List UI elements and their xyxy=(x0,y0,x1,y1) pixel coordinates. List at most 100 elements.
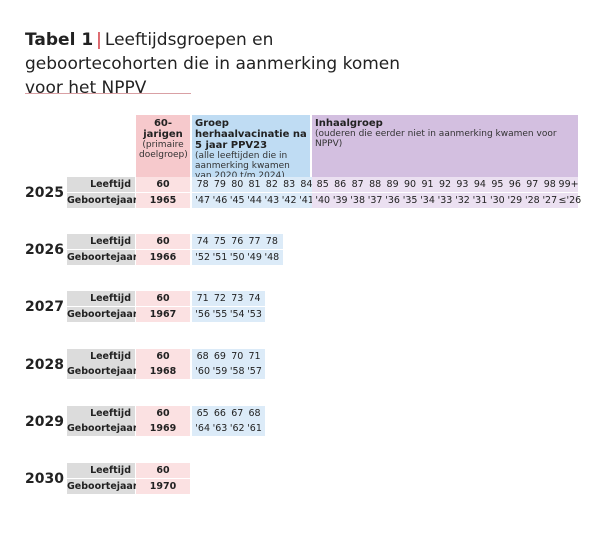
separator: | xyxy=(96,30,102,50)
year-label: 2030 xyxy=(25,471,64,487)
primary-value: 60 xyxy=(136,405,190,421)
catch_up-value: '27 xyxy=(542,194,558,206)
catch_up-value: '31 xyxy=(472,194,488,206)
revaccination-value: 75 xyxy=(213,236,226,248)
revaccination-value: '58 xyxy=(229,366,245,378)
catch_up-value: '40 xyxy=(315,194,331,206)
revaccination-value: '62 xyxy=(229,423,245,435)
revaccination-value: '50 xyxy=(229,251,245,263)
revaccination-value: 66 xyxy=(213,407,226,419)
primary-value: 1968 xyxy=(136,364,190,380)
revaccination-value: 65 xyxy=(196,407,209,419)
revaccination-value: 77 xyxy=(248,236,261,248)
column-subtitle: (primaire doelgroep) xyxy=(139,140,188,160)
revaccination-value: '53 xyxy=(247,308,262,320)
column-header: Groep herhaalvacinatie na 5 jaar PPV23 (a… xyxy=(192,115,310,181)
column-title: Inhaalgroep xyxy=(315,118,383,129)
catch_up-value: '30 xyxy=(490,194,505,206)
row-label: Geboortejaar xyxy=(67,364,138,380)
title: Tabel 1 | Leeftijdsgroepen en geboortecoho… xyxy=(25,28,425,100)
primary-value: 1970 xyxy=(136,478,190,494)
catch_up-value: 99+ xyxy=(558,179,579,190)
revaccination-value: 82 xyxy=(265,179,278,190)
revaccination-value: '61 xyxy=(247,423,262,435)
revaccination-value: 68 xyxy=(196,350,209,362)
revaccination-value: '57 xyxy=(247,366,262,378)
revaccination-value: 74 xyxy=(248,293,261,305)
revaccination-value: '55 xyxy=(212,308,228,320)
revaccination-value: 71 xyxy=(196,293,209,305)
revaccination-value: '64 xyxy=(195,423,210,435)
primary-value: 1967 xyxy=(136,306,190,322)
catch_up-value: 93 xyxy=(456,179,469,190)
primary-value: 60 xyxy=(136,234,190,250)
revaccination-value: 78 xyxy=(265,236,278,248)
catch_up-value: '39 xyxy=(332,194,348,206)
revaccination-value: 70 xyxy=(231,350,244,362)
revaccination-value: 74 xyxy=(196,236,209,248)
row-label: Geboortejaar xyxy=(67,192,138,208)
revaccination-row: '56'55'54'53 xyxy=(192,306,266,322)
primary-value: 1965 xyxy=(136,192,190,208)
column-subtitle: (alle leeftijden die in aanmerking kwame… xyxy=(195,151,290,181)
revaccination-row: '64'63'62'61 xyxy=(192,421,266,437)
revaccination-value: '44 xyxy=(247,194,262,206)
year-label: 2026 xyxy=(25,242,64,259)
revaccination-value: 81 xyxy=(248,179,261,190)
revaccination-value: '52 xyxy=(195,251,210,263)
column-title: 60-jarigen xyxy=(143,118,183,140)
catch_up-value: '37 xyxy=(367,194,383,206)
revaccination-value: 73 xyxy=(231,293,244,305)
revaccination-value: '51 xyxy=(212,251,228,263)
revaccination-value: '56 xyxy=(195,308,210,320)
revaccination-value: '42 xyxy=(281,194,297,206)
revaccination-value: '59 xyxy=(212,366,228,378)
column-subtitle: (ouderen die eerder niet in aanmerking k… xyxy=(315,129,557,149)
catch_up-row: 85 86 87 88 89 90 91 92 93 94 95 96 97 98 99+ xyxy=(312,177,579,192)
catch_up-value: 96 xyxy=(508,179,521,190)
revaccination-value: '45 xyxy=(229,194,245,206)
catch_up-value: 94 xyxy=(473,179,486,190)
year-label: 2027 xyxy=(25,299,64,316)
revaccination-value: '41 xyxy=(299,194,314,206)
primary-value: 60 xyxy=(136,291,190,307)
revaccination-row: 78 79 80 81 82 83 84 xyxy=(192,177,318,192)
catch_up-row: '40'39'38'37'36'35'34'33'32'31'30'29'28 '… xyxy=(312,192,582,208)
catch_up-value: 86 xyxy=(334,179,347,190)
title-rule xyxy=(25,93,191,94)
row-label: Leeftijd xyxy=(67,291,135,307)
primary-value: 60 xyxy=(136,348,190,364)
catch_up-value: 95 xyxy=(491,179,504,190)
table-label: Tabel 1 xyxy=(25,30,94,50)
revaccination-row: 71 72 73 74 xyxy=(192,291,266,307)
row-label: Leeftijd xyxy=(67,405,135,421)
primary-value: 1969 xyxy=(136,421,190,437)
revaccination-value: 69 xyxy=(213,350,226,362)
revaccination-value: 80 xyxy=(231,179,244,190)
catch_up-value: 92 xyxy=(438,179,452,190)
catch_up-value: 89 xyxy=(386,179,399,190)
revaccination-value: '46 xyxy=(212,194,228,206)
catch_up-value: 98 xyxy=(543,179,556,190)
revaccination-value: '48 xyxy=(264,251,280,263)
revaccination-row: '47'46'45'44'43'42'41 xyxy=(192,192,318,208)
revaccination-value: 79 xyxy=(213,179,226,190)
catch_up-value: '35 xyxy=(402,194,418,206)
revaccination-row: 68 69 70 71 xyxy=(192,348,266,364)
catch_up-value: '28 xyxy=(524,194,540,206)
revaccination-value: 83 xyxy=(283,179,296,190)
year-label: 2029 xyxy=(25,413,64,430)
catch_up-value: ≤'26 xyxy=(558,194,582,206)
revaccination-value: '43 xyxy=(264,194,280,206)
catch_up-value: '36 xyxy=(385,194,400,206)
catch_up-value: 88 xyxy=(369,179,382,190)
year-label: 2028 xyxy=(25,356,64,373)
revaccination-value: 76 xyxy=(231,236,244,248)
column-title: Groep herhaalvacinatie na 5 jaar PPV23 xyxy=(195,118,307,151)
row-label: Geboortejaar xyxy=(67,249,138,265)
catch_up-value: 85 xyxy=(316,179,329,190)
revaccination-row: '52'51'50'49'48 xyxy=(192,249,283,265)
primary-value: 1966 xyxy=(136,249,190,265)
revaccination-value: 68 xyxy=(248,407,261,419)
